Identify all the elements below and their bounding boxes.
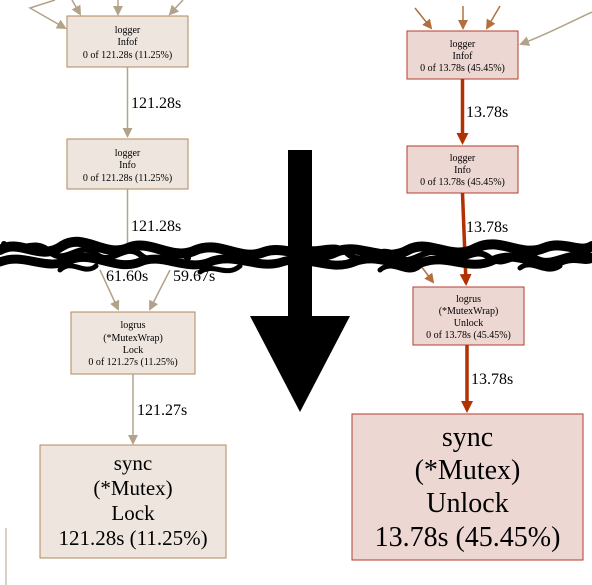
edge-label: 13.78s	[466, 219, 508, 236]
right-node-logger-info[interactable]: logger Info 0 of 13.78s (45.45%)	[406, 145, 519, 194]
node-label: 0 of 121.27s (11.25%)	[88, 357, 177, 368]
edge-label: 13.78s	[466, 104, 508, 121]
node-label: Info	[119, 160, 136, 171]
node-label: logrus	[121, 320, 146, 331]
node-label: (*MutexWrap)	[103, 333, 163, 344]
right-node-sync-unlock[interactable]: sync (*Mutex) Unlock 13.78s (45.45%)	[351, 413, 584, 561]
right-edge-unlock-sync[interactable]: 13.78s	[461, 345, 513, 413]
node-label: (*MutexWrap)	[439, 306, 499, 317]
node-label: Unlock	[426, 488, 508, 519]
node-label: sync	[114, 451, 153, 475]
node-label: Infof	[118, 37, 139, 48]
left-incoming-edges	[28, 0, 184, 29]
node-label: 0 of 13.78s (45.45%)	[420, 177, 505, 188]
node-label: Unlock	[454, 318, 483, 329]
edge-label: 59.67s	[173, 268, 215, 285]
node-label: Lock	[123, 345, 144, 356]
node-label: sync	[442, 422, 493, 453]
left-edge-infof-info[interactable]: 121.28s	[122, 67, 182, 138]
node-label: 13.78s (45.45%)	[375, 522, 561, 553]
right-edge-infof-info[interactable]: 13.78s	[456, 79, 509, 145]
node-label: 0 of 13.78s (45.45%)	[420, 63, 505, 74]
node-label: logger	[450, 153, 476, 164]
left-edge-split-61[interactable]: 61.60s	[99, 268, 148, 311]
node-label: Info	[454, 165, 471, 176]
right-incoming-edges	[414, 5, 592, 46]
node-label: Infof	[453, 51, 474, 62]
node-label: 121.28s (11.25%)	[58, 526, 207, 550]
edge-label: 121.28s	[131, 95, 181, 112]
edge-label: 121.28s	[131, 218, 181, 235]
node-label: logrus	[456, 294, 481, 305]
edge-label: 61.60s	[106, 268, 148, 285]
right-node-logger-infof[interactable]: logger Infof 0 of 13.78s (45.45%)	[406, 30, 519, 80]
node-label: 0 of 121.28s (11.25%)	[83, 173, 172, 184]
node-label: (*Mutex)	[93, 476, 172, 500]
left-edge-info-down[interactable]: 121.28s	[126, 189, 182, 245]
left-edge-split-59[interactable]: 59.67s	[149, 268, 215, 311]
node-label: logger	[450, 39, 476, 50]
edge-label: 121.27s	[137, 402, 187, 419]
right-edge-info-unlock[interactable]: 13.78s	[417, 192, 508, 286]
left-node-logrus-lock[interactable]: logrus (*MutexWrap) Lock 0 of 121.27s (1…	[70, 311, 196, 375]
right-node-logrus-unlock[interactable]: logrus (*MutexWrap) Unlock 0 of 13.78s (…	[412, 286, 525, 346]
node-label: (*Mutex)	[415, 455, 521, 486]
left-node-logger-infof[interactable]: logger Infof 0 of 121.28s (11.25%)	[66, 15, 189, 68]
big-down-arrow-icon	[250, 150, 350, 412]
left-edge-lock-sync[interactable]: 121.27s	[128, 374, 187, 445]
node-label: 0 of 13.78s (45.45%)	[426, 330, 511, 341]
edge-label: 13.78s	[471, 371, 513, 388]
node-label: 0 of 121.28s (11.25%)	[83, 50, 172, 61]
left-node-logger-info[interactable]: logger Info 0 of 121.28s (11.25%)	[66, 138, 189, 190]
node-label: logger	[115, 25, 141, 36]
node-label: logger	[115, 148, 141, 159]
node-label: Lock	[111, 501, 155, 525]
left-node-sync-lock[interactable]: sync (*Mutex) Lock 121.28s (11.25%)	[39, 444, 227, 559]
